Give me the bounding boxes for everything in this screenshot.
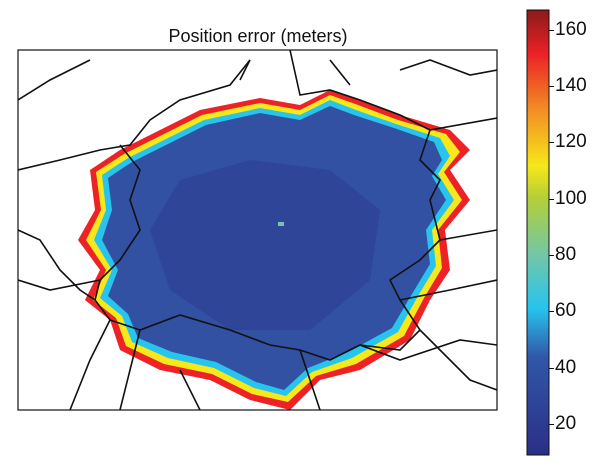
colorbar-tick-label: 40 bbox=[555, 356, 577, 378]
map-frame bbox=[17, 49, 498, 411]
colorbar-tick-label: 60 bbox=[555, 300, 577, 322]
plot-title: Position error (meters) bbox=[168, 26, 348, 46]
colorbar-tick-mark bbox=[549, 198, 554, 200]
colorbar bbox=[526, 9, 550, 456]
colorbar-tick-mark bbox=[549, 29, 554, 31]
colorbar-tick-mark bbox=[549, 424, 554, 426]
colorbar-tick-mark bbox=[549, 142, 554, 144]
colorbar-tick-mark bbox=[549, 311, 554, 313]
colorbar-tick-mark bbox=[549, 86, 554, 88]
colorbar-tick-mark bbox=[549, 255, 554, 257]
colorbar-tick-label: 80 bbox=[555, 244, 577, 266]
colorbar-tick-label: 160 bbox=[555, 18, 587, 40]
country-borders bbox=[18, 50, 497, 410]
colorbar-tick-label: 140 bbox=[555, 75, 587, 97]
colorbar-tick-label: 20 bbox=[555, 413, 577, 435]
heatmap-layer bbox=[18, 50, 497, 410]
colorbar-tick-label: 120 bbox=[555, 131, 587, 153]
error-hotspot bbox=[278, 222, 284, 226]
colorbar-tick-label: 100 bbox=[555, 187, 587, 209]
colorbar-tick-mark bbox=[549, 367, 554, 369]
error-interior-dark bbox=[150, 160, 380, 330]
